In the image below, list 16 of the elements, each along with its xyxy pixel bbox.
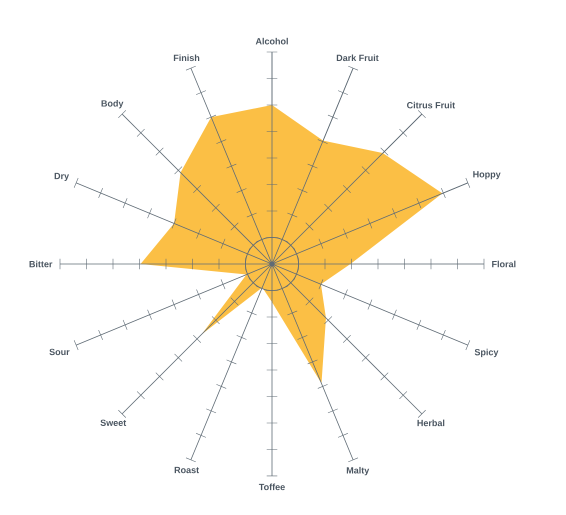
spoke-label: Body bbox=[102, 100, 124, 108]
spoke-label: Malty bbox=[346, 466, 370, 476]
spoke-label: Spicy bbox=[474, 348, 498, 358]
spoke-label: Bitter bbox=[30, 260, 52, 268]
spoke-label: Herbal bbox=[417, 420, 444, 426]
spoke-label: Dry bbox=[54, 172, 70, 181]
spoke-label: Dark Fruit bbox=[336, 54, 379, 62]
spoke-label: Citrus Fruit bbox=[407, 102, 456, 108]
spoke-label: Alcohol bbox=[256, 38, 288, 44]
spoke-label: Hoppy bbox=[473, 171, 501, 180]
spoke-label: Finish bbox=[174, 54, 200, 62]
spoke-label: Roast bbox=[174, 466, 199, 474]
spoke-label: Toffee bbox=[258, 484, 285, 490]
spoke-label: Floral bbox=[492, 260, 516, 268]
spoke-label: Sour bbox=[49, 348, 70, 356]
spoke-label: Sweet bbox=[100, 420, 126, 426]
